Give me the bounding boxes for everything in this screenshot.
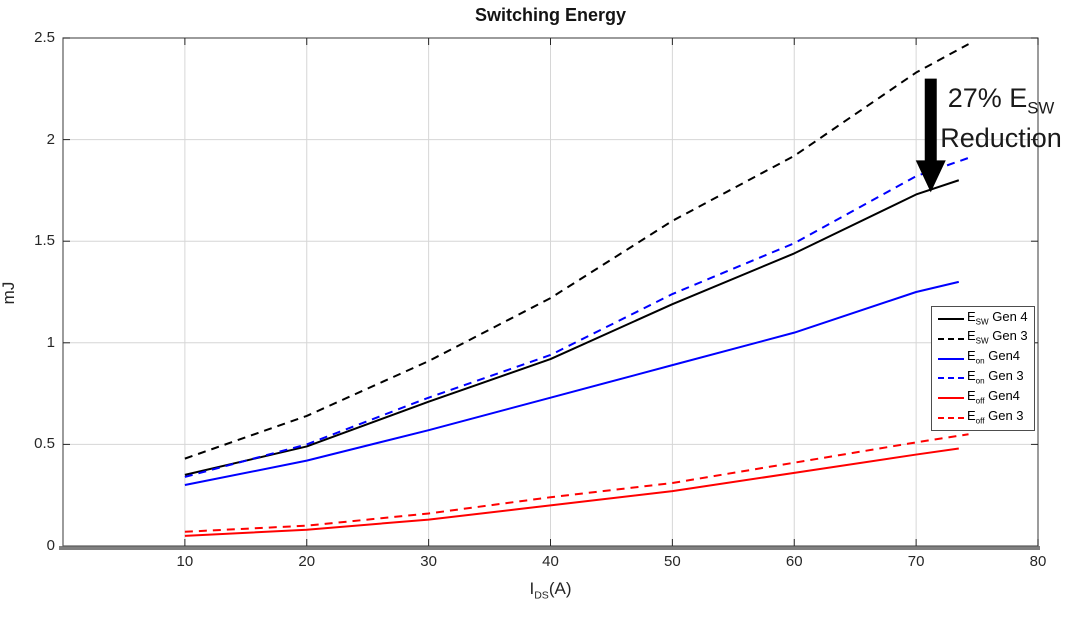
legend-item-e-on-gen-3: Eon Gen 3 (932, 368, 1034, 388)
series-line-e-off-gen4 (184, 447, 959, 537)
y-tick-label: 1 (46, 333, 55, 351)
chart-title: Switching Energy (474, 5, 627, 25)
y-axis-label: mJ (0, 281, 18, 305)
legend-line-sample (938, 337, 964, 340)
series-line-e-sw-gen-4 (184, 179, 960, 476)
legend-line-sample (938, 397, 964, 400)
x-axis-label-main: I (529, 579, 535, 598)
y-tick-label: 2.5 (34, 29, 55, 46)
x-tick-label: 40 (542, 553, 559, 570)
x-tick-label: 60 (785, 553, 803, 570)
legend-label: ESW Gen 4 (967, 308, 1028, 327)
annotation-arrow-down (915, 78, 946, 193)
y-tick-label: 1.5 (34, 232, 55, 250)
annotation-line2: Reduction (940, 123, 1062, 154)
legend: ESW Gen 4 ESW Gen 3 Eon Gen4 Eon Gen 3 Eoff … (931, 306, 1035, 431)
series-line-e-on-gen4 (184, 280, 960, 487)
legend-label: Eon Gen 3 (967, 368, 1024, 386)
legend-line-sample (938, 377, 964, 380)
legend-item-e-off-gen-3: Eoff Gen 3 (932, 407, 1034, 428)
x-tick-label: 30 (420, 553, 437, 570)
x-tick-label: 10 (176, 553, 194, 570)
series-line-e-off-gen-3 (184, 433, 969, 533)
series-line-e-sw-gen-3 (184, 43, 970, 460)
legend-line-sample (938, 357, 964, 360)
legend-item-e-sw-gen-3: ESW Gen 3 (932, 328, 1034, 348)
legend-label: ESW Gen 3 (967, 328, 1028, 347)
y-tick-label: 0.5 (34, 435, 55, 453)
x-tick-label: 20 (298, 553, 316, 570)
legend-label: Eon Gen4 (967, 348, 1021, 366)
legend-item-e-sw-gen-4: ESW Gen 4 (932, 309, 1034, 328)
legend-label: Eoff Gen4 (967, 387, 1020, 406)
legend-label: Eoff Gen 3 (967, 407, 1024, 426)
y-tick-label: 2 (46, 130, 55, 148)
legend-item-e-off-gen4: Eoff Gen4 (932, 387, 1034, 408)
x-axis-label-sub: DS (534, 589, 549, 602)
x-tick-label: 70 (907, 553, 925, 570)
x-axis-label: IDS(A) (63, 579, 1038, 601)
legend-item-e-on-gen4: Eon Gen4 (932, 348, 1034, 368)
series-line-e-on-gen-3 (184, 156, 969, 478)
legend-line-sample (938, 417, 964, 420)
x-tick-label: 50 (664, 553, 681, 570)
y-tick-label: 0 (46, 537, 55, 554)
annotation-line1: 27% ESW (947, 83, 1055, 118)
x-axis-label-suffix: (A) (548, 579, 572, 598)
annotation-esw-reduction: 27% ESW Reduction (930, 83, 1072, 154)
legend-line-sample (938, 317, 964, 320)
x-tick-label: 80 (1029, 553, 1047, 570)
